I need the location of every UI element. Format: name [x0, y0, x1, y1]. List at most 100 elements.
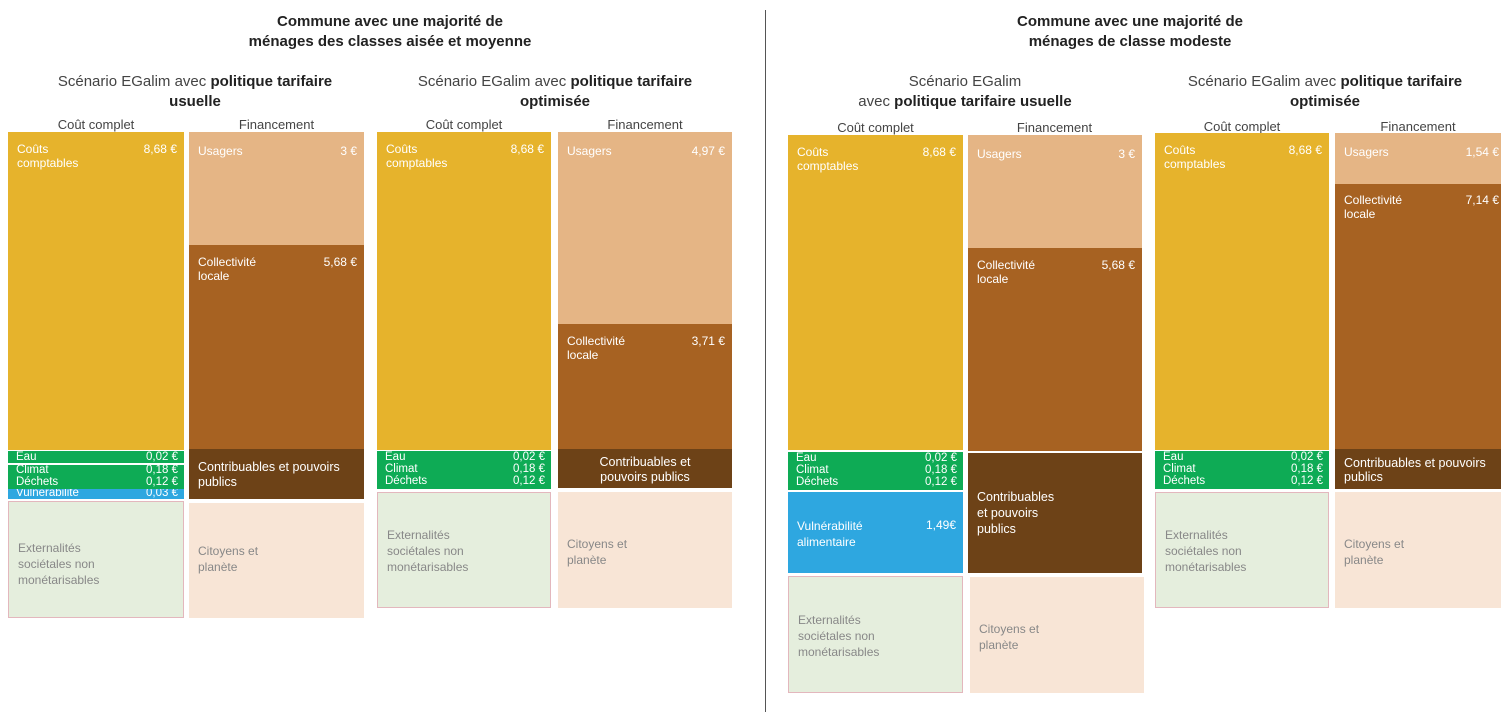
usagers-block: Usagers 1,54 €: [1335, 133, 1501, 184]
couts-label-1: Coûts: [1164, 143, 1196, 157]
scenario-line2: optimisée: [1289, 93, 1361, 110]
climat-label: Climat: [16, 464, 49, 476]
collectivite-value: 5,68 €: [1101, 258, 1135, 272]
ext-line1: Externalités: [798, 613, 861, 627]
environment-block: Eau 0,02 € Climat 0,18 € Déchets 0,12 €: [377, 451, 551, 489]
climat-value: 0,18 €: [925, 464, 957, 476]
contrib-line1: Contribuables et pouvoirs: [198, 460, 340, 474]
scenario-line2: usuelle: [169, 93, 221, 110]
scenario-title-right-opt: Scénario EGalim avec politique tarifaire…: [1150, 72, 1500, 112]
collectivite-block: Collectivité locale 5,68 €: [968, 248, 1142, 451]
left-title-line2: ménages des classes aisée et moyenne: [248, 33, 532, 50]
contrib-line2: publics: [198, 475, 237, 489]
usagers-label: Usagers: [567, 144, 612, 158]
dechets-row: Déchets 0,12 €: [1161, 475, 1323, 487]
citoyens-block: Citoyens et planète: [189, 503, 364, 618]
externalites-block: Externalités sociétales non monétarisables: [8, 501, 184, 618]
header-cout-p2: Coût complet: [425, 117, 503, 132]
contrib-line2: publics: [1344, 470, 1383, 484]
contrib-line1: Contribuables: [977, 490, 1055, 504]
eau-row: Eau 0,02 €: [794, 452, 957, 464]
usagers-block: Usagers 3 €: [189, 132, 364, 245]
scenario-prefix: Scénario EGalim avec: [1187, 73, 1341, 90]
vulnerabilite-row: Vulnérabilité 0,03 €: [14, 489, 178, 499]
scenario-bold: politique tarifaire usuelle: [894, 93, 1072, 110]
dechets-label: Déchets: [796, 476, 839, 488]
scenario-title-left-usual: Scénario EGalim avec politique tarifaire…: [10, 72, 380, 112]
climat-label: Climat: [385, 463, 418, 475]
dechets-label: Déchets: [16, 476, 59, 488]
left-title-line1: Commune avec une majorité de: [277, 13, 503, 30]
climat-label: Climat: [1163, 463, 1196, 475]
cit-line2: planète: [1344, 553, 1384, 567]
eau-row: Eau 0,02 €: [1161, 451, 1323, 463]
scenario-prefix: Scénario EGalim avec: [57, 73, 211, 90]
climat-value: 0,18 €: [1291, 463, 1323, 475]
environment-block: Eau 0,02 € Climat 0,18 € Déchets 0,12 €: [1155, 451, 1329, 489]
scenario-title-right-usual: Scénario EGalim avec politique tarifaire…: [785, 72, 1145, 112]
collectivite-label-1: Collectivité: [567, 334, 626, 348]
eau-value: 0,02 €: [146, 451, 178, 463]
ext-line1: Externalités: [387, 528, 450, 542]
header-fin-p3: Financement: [1016, 120, 1093, 135]
cit-line2: planète: [198, 560, 238, 574]
eau-label: Eau: [16, 451, 37, 463]
dechets-row: Déchets 0,12 €: [14, 476, 178, 488]
cit-line1: Citoyens et: [567, 537, 628, 551]
separator: [8, 463, 184, 465]
cit-line2: planète: [979, 638, 1019, 652]
environment-block: Eau 0,02 € Climat 0,18 € Déchets 0,12 €: [8, 451, 184, 489]
vulnerabilite-value: 0,03 €: [146, 489, 178, 499]
dechets-label: Déchets: [385, 475, 428, 487]
ext-line1: Externalités: [1165, 528, 1228, 542]
usagers-value: 4,97 €: [691, 144, 725, 158]
couts-value: 8,68 €: [1288, 143, 1322, 157]
ext-line2: sociétales non: [18, 557, 95, 571]
left-section-title: Commune avec une majorité de ménages des…: [130, 12, 650, 52]
scenario-prefix: Scénario EGalim avec: [417, 73, 571, 90]
collectivite-label-1: Collectivité: [1344, 193, 1403, 207]
collectivite-block: Collectivité locale 7,14 €: [1335, 184, 1501, 449]
externalites-block: Externalités sociétales non monétarisables: [1155, 492, 1329, 608]
ext-line3: monétarisables: [1165, 560, 1247, 574]
collectivite-label-2: locale: [977, 272, 1009, 286]
eau-value: 0,02 €: [513, 451, 545, 463]
couts-value: 8,68 €: [143, 142, 177, 156]
couts-label-2: comptables: [1164, 157, 1226, 171]
ext-line3: monétarisables: [387, 560, 469, 574]
cit-line1: Citoyens et: [198, 544, 259, 558]
usagers-block: Usagers 4,97 €: [558, 132, 732, 324]
climat-row: Climat 0,18 €: [383, 463, 545, 475]
scenario-bold: politique tarifaire: [210, 73, 333, 90]
cit-line2: planète: [567, 553, 607, 567]
citoyens-block: Citoyens et planète: [1335, 492, 1501, 608]
externalites-block: Externalités sociétales non monétarisables: [788, 576, 963, 693]
usagers-value: 3 €: [1118, 147, 1135, 161]
contribuables-block: Contribuables et pouvoirs publics: [189, 449, 364, 499]
scenario-bold: politique tarifaire: [1340, 73, 1463, 90]
climat-row: Climat 0,18 €: [794, 464, 957, 476]
contrib-line1: Contribuables et pouvoirs: [1344, 456, 1486, 470]
couts-comptables-block: Coûts comptables 8,68 €: [788, 135, 963, 450]
climat-row: Climat 0,18 €: [14, 464, 178, 476]
eau-label: Eau: [1163, 451, 1184, 463]
header-cout-p4: Coût complet: [1203, 119, 1281, 134]
contribuables-block: Contribuables et pouvoirs publics: [1335, 449, 1501, 489]
couts-comptables-block: Coûts comptables 8,68 €: [8, 132, 184, 450]
vulnerabilite-value: 1,49€: [925, 518, 956, 532]
contrib-line1: Contribuables et: [599, 455, 691, 469]
environment-block: Eau 0,02 € Climat 0,18 € Déchets 0,12 €: [788, 452, 963, 490]
usagers-value: 3 €: [340, 144, 357, 158]
vulnerabilite-block: Vulnérabilité 0,03 €: [8, 489, 184, 499]
collectivite-value: 5,68 €: [323, 255, 357, 269]
collectivite-label-2: locale: [567, 348, 599, 362]
couts-label-1: Coûts: [17, 142, 49, 156]
right-section-title: Commune avec une majorité de ménages de …: [890, 12, 1370, 52]
collectivite-label-2: locale: [198, 269, 230, 283]
usagers-label: Usagers: [198, 144, 243, 158]
section-divider: [765, 10, 766, 712]
header-cout-p1: Coût complet: [57, 117, 135, 132]
vulnerabilite-label: Vulnérabilité: [16, 489, 79, 499]
couts-label-2: comptables: [17, 156, 79, 170]
header-fin-p2: Financement: [607, 117, 683, 132]
